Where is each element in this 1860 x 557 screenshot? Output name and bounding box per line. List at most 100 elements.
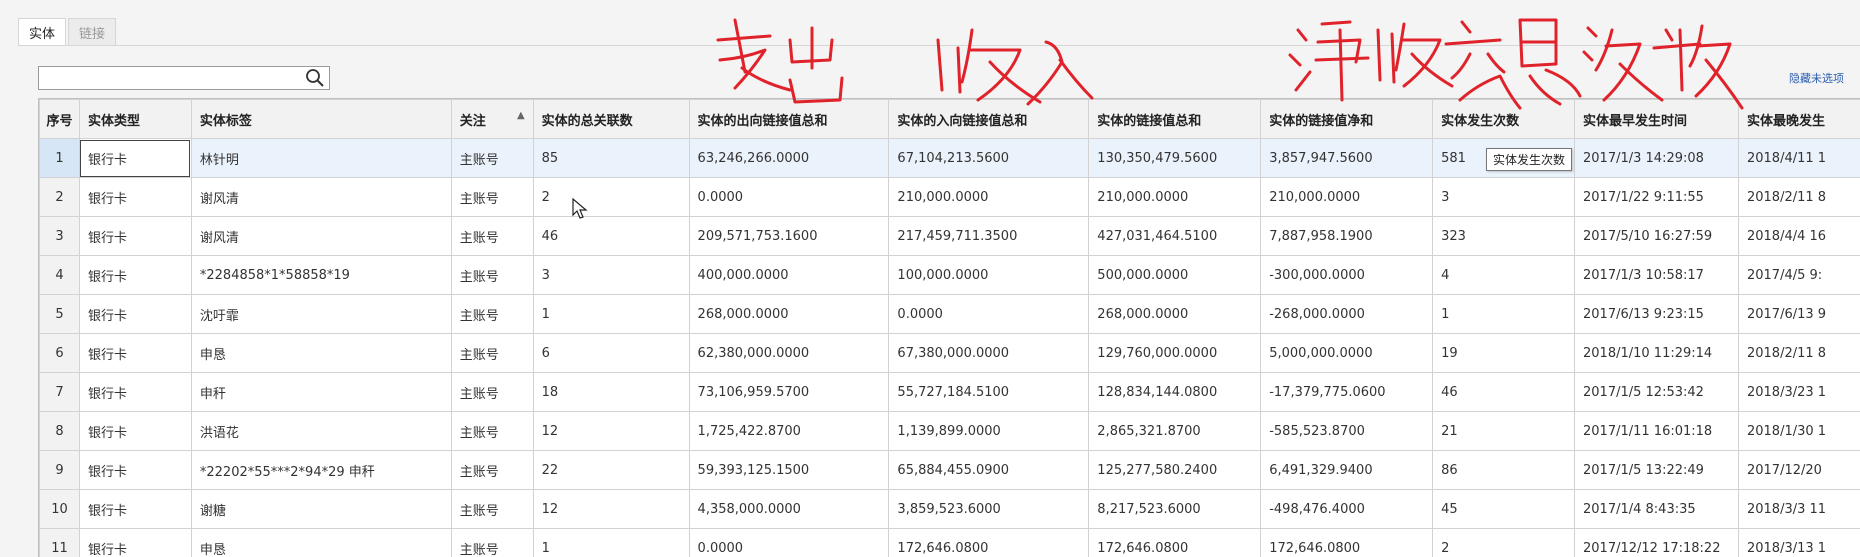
row-index-cell[interactable]: 11 xyxy=(40,529,80,557)
table-cell[interactable]: 21 xyxy=(1433,412,1575,451)
table-cell[interactable]: 6 xyxy=(533,334,689,373)
table-cell[interactable]: *2284858*1*58858*19 xyxy=(191,256,451,295)
table-cell[interactable]: -585,523.8700 xyxy=(1261,412,1433,451)
table-cell[interactable]: 217,459,711.3500 xyxy=(889,217,1089,256)
table-cell[interactable]: 0.0000 xyxy=(689,529,889,557)
table-cell[interactable]: 银行卡 xyxy=(79,373,191,412)
table-cell[interactable]: 2017/6/13 9 xyxy=(1738,295,1860,334)
table-cell[interactable]: 主账号 xyxy=(451,334,533,373)
table-cell[interactable]: 63,246,266.0000 xyxy=(689,139,889,178)
table-cell[interactable]: 主账号 xyxy=(451,373,533,412)
table-cell[interactable]: 2017/5/10 16:27:59 xyxy=(1575,217,1739,256)
table-cell[interactable]: 主账号 xyxy=(451,490,533,529)
table-cell[interactable]: 主账号 xyxy=(451,139,533,178)
table-cell[interactable]: 4 xyxy=(1433,256,1575,295)
table-cell[interactable]: 67,104,213.5600 xyxy=(889,139,1089,178)
table-cell[interactable]: 主账号 xyxy=(451,178,533,217)
table-cell[interactable]: 1 xyxy=(533,295,689,334)
table-cell[interactable]: 2017/12/12 17:18:22 xyxy=(1575,529,1739,557)
tab-link[interactable]: 链接 xyxy=(68,18,116,46)
table-cell[interactable]: 210,000.0000 xyxy=(889,178,1089,217)
table-cell[interactable]: 银行卡 xyxy=(79,334,191,373)
column-header[interactable]: 实体最早发生时间 xyxy=(1575,100,1739,139)
table-cell[interactable]: 申恳 xyxy=(191,529,451,557)
table-cell[interactable]: 5,000,000.0000 xyxy=(1261,334,1433,373)
row-index-cell[interactable]: 7 xyxy=(40,373,80,412)
table-cell[interactable]: 主账号 xyxy=(451,295,533,334)
table-cell[interactable]: 86 xyxy=(1433,451,1575,490)
table-cell[interactable]: 8,217,523.6000 xyxy=(1089,490,1261,529)
table-cell[interactable]: 210,000.0000 xyxy=(1261,178,1433,217)
table-cell[interactable]: 1,139,899.0000 xyxy=(889,412,1089,451)
table-cell[interactable]: 3 xyxy=(1433,178,1575,217)
table-cell[interactable]: 银行卡 xyxy=(79,178,191,217)
row-index-cell[interactable]: 2 xyxy=(40,178,80,217)
table-cell[interactable]: 银行卡 xyxy=(79,295,191,334)
table-cell[interactable]: 主账号 xyxy=(451,256,533,295)
table-cell[interactable]: 85 xyxy=(533,139,689,178)
table-cell[interactable]: 2 xyxy=(1433,529,1575,557)
table-cell[interactable]: 210,000.0000 xyxy=(1089,178,1261,217)
table-cell[interactable]: -17,379,775.0600 xyxy=(1261,373,1433,412)
table-cell[interactable]: 4,358,000.0000 xyxy=(689,490,889,529)
table-cell[interactable]: 65,884,455.0900 xyxy=(889,451,1089,490)
table-cell[interactable]: 2,865,321.8700 xyxy=(1089,412,1261,451)
column-header[interactable]: 实体的总关联数 xyxy=(533,100,689,139)
table-cell[interactable]: 2018/2/11 8 xyxy=(1738,334,1860,373)
table-cell[interactable]: -268,000.0000 xyxy=(1261,295,1433,334)
table-cell[interactable]: 2017/1/11 16:01:18 xyxy=(1575,412,1739,451)
table-cell[interactable]: 主账号 xyxy=(451,217,533,256)
table-cell[interactable]: 2018/1/10 11:29:14 xyxy=(1575,334,1739,373)
table-cell[interactable]: 67,380,000.0000 xyxy=(889,334,1089,373)
table-cell[interactable]: 2018/3/13 1 xyxy=(1738,529,1860,557)
table-cell[interactable]: 209,571,753.1600 xyxy=(689,217,889,256)
column-header[interactable]: 实体发生次数 xyxy=(1433,100,1575,139)
table-cell[interactable]: 2017/1/5 13:22:49 xyxy=(1575,451,1739,490)
search-input[interactable] xyxy=(39,67,301,89)
table-cell[interactable]: 申秆 xyxy=(191,373,451,412)
table-cell[interactable]: 2017/1/4 8:43:35 xyxy=(1575,490,1739,529)
table-cell[interactable]: 46 xyxy=(1433,373,1575,412)
table-cell[interactable]: 2018/3/3 11 xyxy=(1738,490,1860,529)
table-cell[interactable]: 2017/12/20 xyxy=(1738,451,1860,490)
column-header[interactable]: 实体的出向链接值总和 xyxy=(689,100,889,139)
column-header[interactable]: 实体的入向链接值总和 xyxy=(889,100,1089,139)
tab-entity[interactable]: 实体 xyxy=(18,18,66,46)
table-cell[interactable]: 2018/4/4 16 xyxy=(1738,217,1860,256)
table-cell[interactable]: 主账号 xyxy=(451,529,533,557)
table-cell[interactable]: 7,887,958.1900 xyxy=(1261,217,1433,256)
table-cell[interactable]: 22 xyxy=(533,451,689,490)
column-header[interactable]: 实体的链接值净和 xyxy=(1261,100,1433,139)
table-cell[interactable]: 59,393,125.1500 xyxy=(689,451,889,490)
column-header[interactable]: 实体类型 xyxy=(79,100,191,139)
row-index-cell[interactable]: 3 xyxy=(40,217,80,256)
table-cell[interactable]: 400,000.0000 xyxy=(689,256,889,295)
table-cell[interactable]: 2018/4/11 1 xyxy=(1738,139,1860,178)
column-header[interactable]: 实体的链接值总和 xyxy=(1089,100,1261,139)
table-cell[interactable]: 3 xyxy=(533,256,689,295)
table-cell[interactable]: 55,727,184.5100 xyxy=(889,373,1089,412)
table-cell[interactable]: 6,491,329.9400 xyxy=(1261,451,1433,490)
table-cell[interactable]: 427,031,464.5100 xyxy=(1089,217,1261,256)
table-cell[interactable]: 46 xyxy=(533,217,689,256)
table-cell[interactable]: 申恳 xyxy=(191,334,451,373)
table-cell[interactable]: 3,859,523.6000 xyxy=(889,490,1089,529)
sort-arrow-icon[interactable]: ▲ xyxy=(517,110,525,121)
table-cell[interactable]: 62,380,000.0000 xyxy=(689,334,889,373)
table-cell[interactable]: 银行卡 xyxy=(79,217,191,256)
table-cell[interactable]: 2018/1/30 1 xyxy=(1738,412,1860,451)
table-cell[interactable]: 73,106,959.5700 xyxy=(689,373,889,412)
table-cell[interactable]: 1,725,422.8700 xyxy=(689,412,889,451)
table-cell[interactable]: 谢风清 xyxy=(191,178,451,217)
table-cell[interactable]: 3,857,947.5600 xyxy=(1261,139,1433,178)
column-header[interactable]: 实体标签 xyxy=(191,100,451,139)
table-cell[interactable]: 12 xyxy=(533,490,689,529)
table-cell[interactable]: 主账号 xyxy=(451,412,533,451)
table-cell[interactable]: *22202*55***2*94*29 申秆 xyxy=(191,451,451,490)
table-cell[interactable]: 18 xyxy=(533,373,689,412)
table-cell[interactable]: 2 xyxy=(533,178,689,217)
table-cell[interactable]: 172,646.0800 xyxy=(1261,529,1433,557)
